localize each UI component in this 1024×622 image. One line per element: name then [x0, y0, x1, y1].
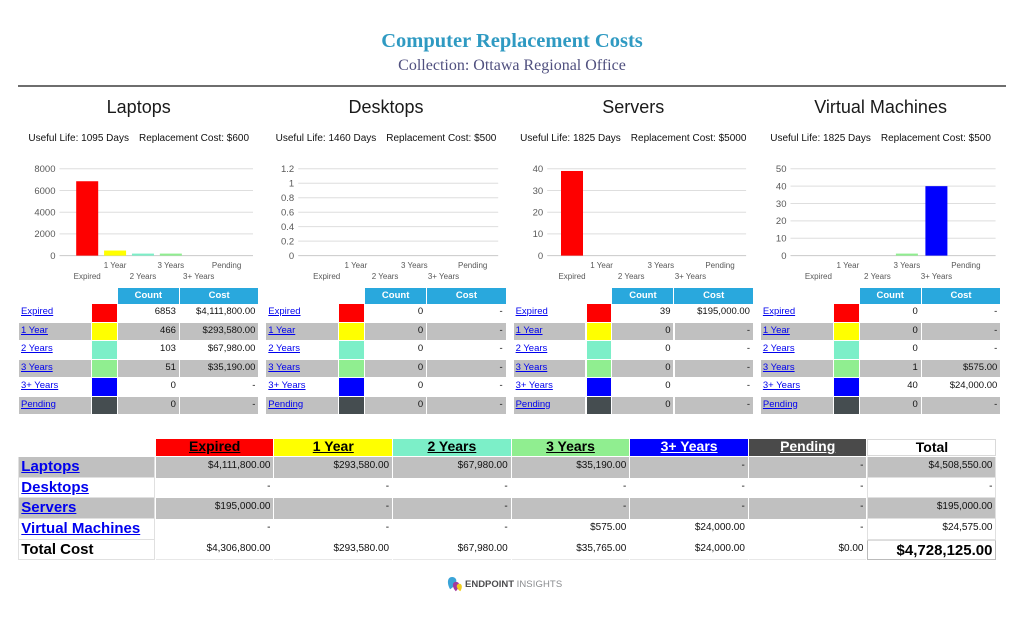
svg-text:2 Years: 2 Years [617, 272, 644, 281]
svg-text:Expired: Expired [74, 272, 101, 281]
svg-text:0.2: 0.2 [281, 236, 294, 247]
svg-text:1.2: 1.2 [281, 164, 294, 175]
svg-text:Pending: Pending [212, 261, 241, 270]
svg-text:Expired: Expired [313, 272, 340, 281]
svg-text:50: 50 [776, 164, 787, 175]
svg-text:2000: 2000 [34, 229, 55, 240]
svg-text:2 Years: 2 Years [130, 272, 157, 281]
svg-text:4000: 4000 [34, 208, 55, 219]
svg-text:0: 0 [50, 251, 55, 262]
svg-text:Pending: Pending [705, 261, 734, 270]
svg-text:3 Years: 3 Years [647, 261, 674, 270]
svg-text:10: 10 [776, 234, 787, 245]
svg-text:3 Years: 3 Years [401, 261, 428, 270]
svg-text:8000: 8000 [34, 164, 55, 175]
svg-text:3 Years: 3 Years [157, 261, 184, 270]
svg-text:3+ Years: 3+ Years [674, 272, 705, 281]
svg-text:0: 0 [781, 251, 786, 262]
svg-text:30: 30 [532, 186, 543, 197]
svg-text:6000: 6000 [34, 186, 55, 197]
svg-text:Pending: Pending [458, 261, 487, 270]
svg-text:10: 10 [532, 229, 543, 240]
svg-text:0: 0 [289, 251, 294, 262]
svg-text:2 Years: 2 Years [864, 272, 891, 281]
svg-text:0.4: 0.4 [281, 222, 294, 233]
svg-text:1 Year: 1 Year [836, 261, 859, 270]
svg-text:2 Years: 2 Years [372, 272, 399, 281]
svg-text:Expired: Expired [558, 272, 585, 281]
svg-text:0.8: 0.8 [281, 193, 294, 204]
svg-text:20: 20 [776, 216, 787, 227]
svg-text:20: 20 [532, 208, 543, 219]
svg-text:Expired: Expired [805, 272, 832, 281]
svg-text:0: 0 [537, 251, 542, 262]
svg-text:1 Year: 1 Year [345, 261, 368, 270]
svg-text:3 Years: 3 Years [893, 261, 920, 270]
svg-text:40: 40 [532, 164, 543, 175]
svg-text:1: 1 [289, 179, 294, 190]
svg-text:0.6: 0.6 [281, 208, 294, 219]
svg-text:3+ Years: 3+ Years [428, 272, 459, 281]
svg-text:1 Year: 1 Year [590, 261, 613, 270]
svg-text:40: 40 [776, 181, 787, 192]
svg-text:Pending: Pending [951, 261, 980, 270]
svg-text:30: 30 [776, 199, 787, 210]
svg-text:1 Year: 1 Year [104, 261, 127, 270]
svg-text:3+ Years: 3+ Years [183, 272, 214, 281]
svg-text:3+ Years: 3+ Years [921, 272, 952, 281]
